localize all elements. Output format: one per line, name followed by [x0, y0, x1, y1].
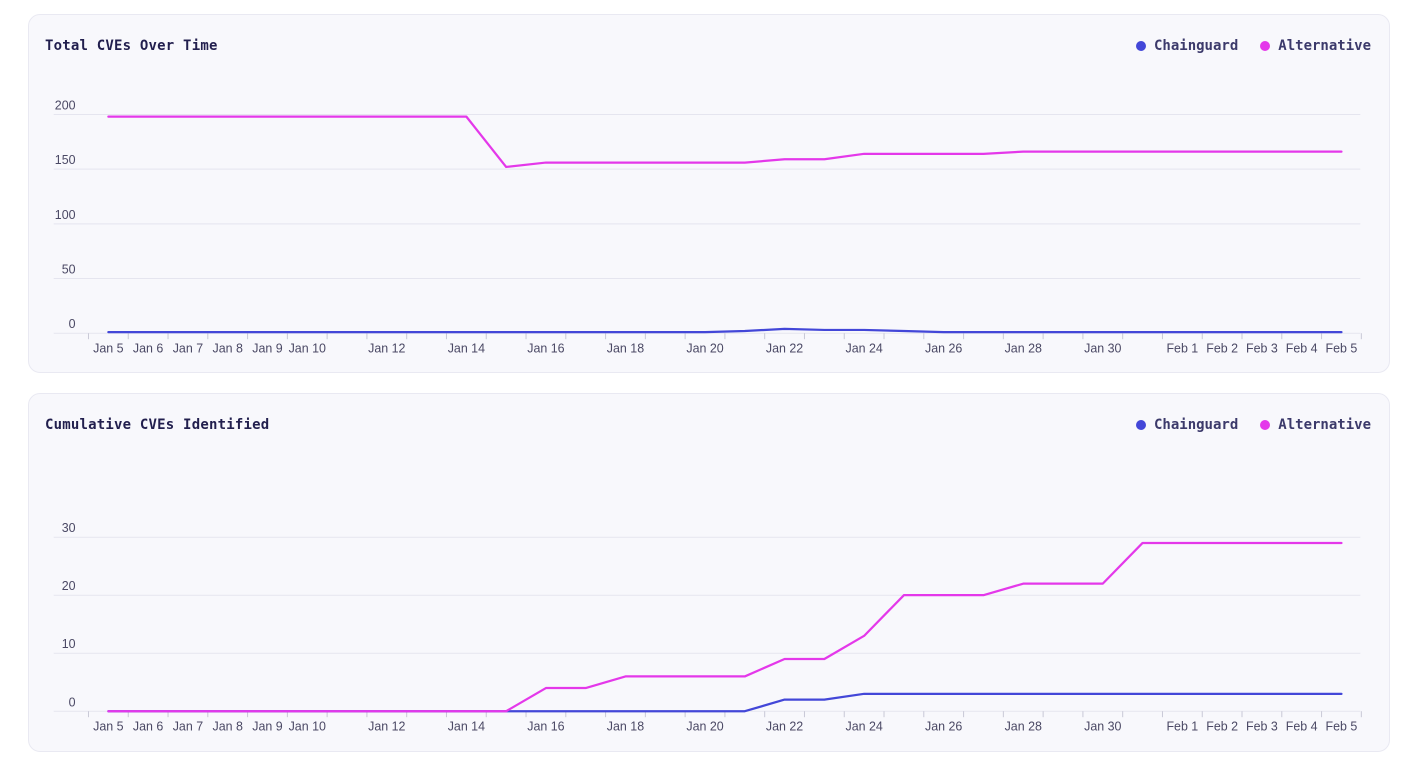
x-axis-label: Jan 22: [766, 342, 803, 356]
y-axis-label-10: 10: [62, 637, 76, 651]
x-axis-label: Jan 22: [766, 720, 803, 734]
x-axis-label: Feb 1: [1166, 720, 1198, 734]
total-cves-card: Total CVEs Over Time Chainguard Alternat…: [28, 14, 1390, 373]
x-axis-label: Jan 18: [607, 342, 644, 356]
x-axis-label: Feb 2: [1206, 342, 1238, 356]
chainguard-dot-icon: [1135, 420, 1146, 430]
total-cves-chart: 0 50 100 150 200 Jan 5 Jan 6 Jan 7 Jan 8 Jan 9 Jan…: [53, 98, 1362, 356]
legend-item-alternative: Alternative: [1260, 417, 1371, 433]
x-axis-label: Jan 10: [289, 720, 326, 734]
x-axis-label: Feb 1: [1166, 342, 1198, 356]
y-axis-label-30: 30: [62, 521, 76, 535]
y-axis-label-50: 50: [62, 263, 76, 277]
x-axis-label: Feb 4: [1286, 342, 1318, 356]
x-axis-label: Feb 3: [1246, 342, 1278, 356]
chainguard-line: [107, 327, 1343, 334]
y-axis-label-0: 0: [69, 317, 76, 331]
alternative-line: [107, 541, 1343, 713]
x-axis-label: Feb 5: [1326, 342, 1358, 356]
cumulative-cves-header: Cumulative CVEs Identified Chainguard Al…: [45, 417, 1371, 433]
x-axis-label: Jan 9: [252, 720, 282, 734]
x-axis-label: Jan 7: [173, 342, 203, 356]
y-axis-label-20: 20: [62, 579, 76, 593]
x-axis-label: Jan 24: [845, 342, 882, 356]
x-axis-label: Jan 12: [368, 720, 405, 734]
x-axis-label: Feb 2: [1206, 720, 1238, 734]
legend-item-chainguard: Chainguard: [1135, 38, 1239, 54]
x-axis-label: Jan 26: [925, 720, 962, 734]
x-axis-label: Jan 10: [289, 342, 326, 356]
y-axis-label-150: 150: [55, 153, 76, 167]
x-axis-label: Jan 6: [133, 342, 163, 356]
x-axis-label: Jan 26: [925, 342, 962, 356]
total-cves-header: Total CVEs Over Time Chainguard Alternat…: [45, 38, 1371, 54]
legend-label-chainguard: Chainguard: [1153, 417, 1239, 433]
x-axis-label: Jan 24: [845, 720, 882, 734]
total-cves-legend: Chainguard Alternative: [1135, 38, 1371, 54]
cumulative-cves-title: Cumulative CVEs Identified: [45, 417, 270, 433]
cumulative-cves-chart: 0 10 20 30 Jan 5 Jan 6 Jan 7 Jan 8 Jan 9 Jan 10 Ja…: [53, 521, 1362, 734]
legend-label-chainguard: Chainguard: [1153, 38, 1239, 54]
alternative-dot-icon: [1260, 41, 1271, 51]
x-axis-label: Feb 4: [1286, 720, 1318, 734]
cumulative-cves-legend: Chainguard Alternative: [1135, 417, 1371, 433]
legend-label-alternative: Alternative: [1278, 417, 1371, 433]
x-axis-label: Jan 30: [1084, 342, 1121, 356]
x-axis-label: Jan 6: [133, 720, 163, 734]
x-axis-label: Feb 5: [1326, 720, 1358, 734]
alternative-line: [107, 115, 1343, 169]
legend-item-alternative: Alternative: [1260, 38, 1371, 54]
x-axis-label: Jan 14: [448, 720, 485, 734]
y-axis-label-100: 100: [55, 208, 76, 222]
alternative-dot-icon: [1260, 420, 1271, 430]
x-axis-label: Jan 7: [173, 720, 203, 734]
x-axis-label: Jan 20: [686, 720, 723, 734]
x-axis-label: Jan 8: [213, 342, 243, 356]
y-axis-label-0: 0: [69, 695, 76, 709]
x-axis-label: Jan 28: [1005, 720, 1042, 734]
x-axis-label: Jan 5: [93, 720, 123, 734]
x-axis-label: Jan 18: [607, 720, 644, 734]
x-axis-label: Jan 16: [527, 342, 564, 356]
cumulative-cves-card: Cumulative CVEs Identified Chainguard Al…: [28, 393, 1390, 752]
x-axis-label: Jan 8: [213, 720, 243, 734]
x-axis-label: Jan 14: [448, 342, 485, 356]
x-axis-label: Feb 3: [1246, 720, 1278, 734]
x-axis-label: Jan 9: [252, 342, 282, 356]
chainguard-dot-icon: [1135, 41, 1146, 51]
total-cves-title: Total CVEs Over Time: [45, 38, 218, 54]
legend-label-alternative: Alternative: [1278, 38, 1371, 54]
legend-item-chainguard: Chainguard: [1135, 417, 1239, 433]
x-axis-label: Jan 30: [1084, 720, 1121, 734]
x-axis-label: Jan 28: [1005, 342, 1042, 356]
x-axis-label: Jan 12: [368, 342, 405, 356]
y-axis-label-200: 200: [55, 98, 76, 112]
chainguard-line: [107, 692, 1343, 713]
x-axis-label: Jan 5: [93, 342, 123, 356]
x-axis-label: Jan 16: [527, 720, 564, 734]
x-axis-label: Jan 20: [686, 342, 723, 356]
